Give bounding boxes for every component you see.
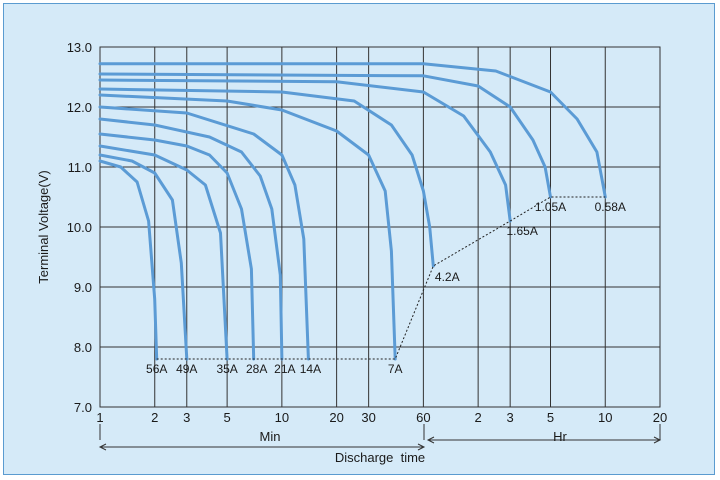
series-line-7A [98,93,397,361]
discharge-curves [98,62,607,361]
x-axis-title: Discharge time [335,450,425,465]
x-tick-label: 5 [547,410,554,425]
curve-label-56A: 56A [146,362,167,376]
series-line-1.65A [98,78,512,223]
x-tick-label: 1 [96,410,103,425]
x-tick-label: 10 [598,410,612,425]
x-tick-label: 10 [275,410,289,425]
curve-label-1.65A: 1.65A [506,224,537,238]
curve-label-14A: 14A [300,362,321,376]
x-axis-ticks: 1 2 3 5 10 20 30 60 2 3 5 10 20 [96,410,667,425]
x-tick-label: 3 [507,410,514,425]
y-tick-label: 10.0 [67,220,92,235]
curve-label-4.2A: 4.2A [435,270,460,284]
curve-label-0.58A: 0.58A [595,200,626,214]
x-tick-label: 60 [416,410,430,425]
curve-label-35A: 35A [216,362,237,376]
chart-frame [3,3,715,475]
chart-grid [99,46,661,408]
series-line-0.58A [98,62,607,199]
x-axis-brackets [98,424,662,451]
x-tick-label: 2 [475,410,482,425]
series-line-56A [98,159,159,361]
x-tick-label: 2 [151,410,158,425]
cutoff-line [156,196,606,360]
y-tick-label: 11.0 [68,160,92,175]
y-axis-ticks: 7.0 8.0 9.0 10.0 11.0 12.0 13.0 [67,40,92,415]
section-label-min: Min [260,429,281,444]
x-tick-label: 20 [329,410,343,425]
y-tick-label: 9.0 [74,280,92,295]
y-tick-label: 8.0 [74,340,92,355]
series-line-1.05A [98,72,552,199]
section-label-hr: Hr [553,429,567,444]
curve-label-28A: 28A [246,362,267,376]
y-tick-label: 13.0 [67,40,92,55]
curve-labels: 56A 49A 35A 28A 21A 14A 7A 4.2A 1.65A 1.05A 0.58A [146,200,626,376]
series-line-14A [98,105,310,361]
x-tick-label: 5 [224,410,231,425]
series-line-49A [98,153,189,361]
curve-label-7A: 7A [388,362,403,376]
y-tick-label: 12.0 [67,100,92,115]
curve-label-1.05A: 1.05A [535,200,566,214]
curve-label-21A: 21A [274,362,295,376]
x-tick-label: 20 [653,410,667,425]
y-tick-label: 7.0 [74,400,92,415]
series-line-21A [98,117,284,361]
cutoff-connector [156,196,606,360]
series-line-4.2A [98,87,435,268]
series-line-35A [98,144,229,361]
curve-label-49A: 49A [176,362,197,376]
series-line-28A [98,132,256,361]
x-tick-label: 30 [361,410,375,425]
y-axis-title: Terminal Voltage(V) [36,170,51,283]
x-tick-label: 3 [183,410,190,425]
